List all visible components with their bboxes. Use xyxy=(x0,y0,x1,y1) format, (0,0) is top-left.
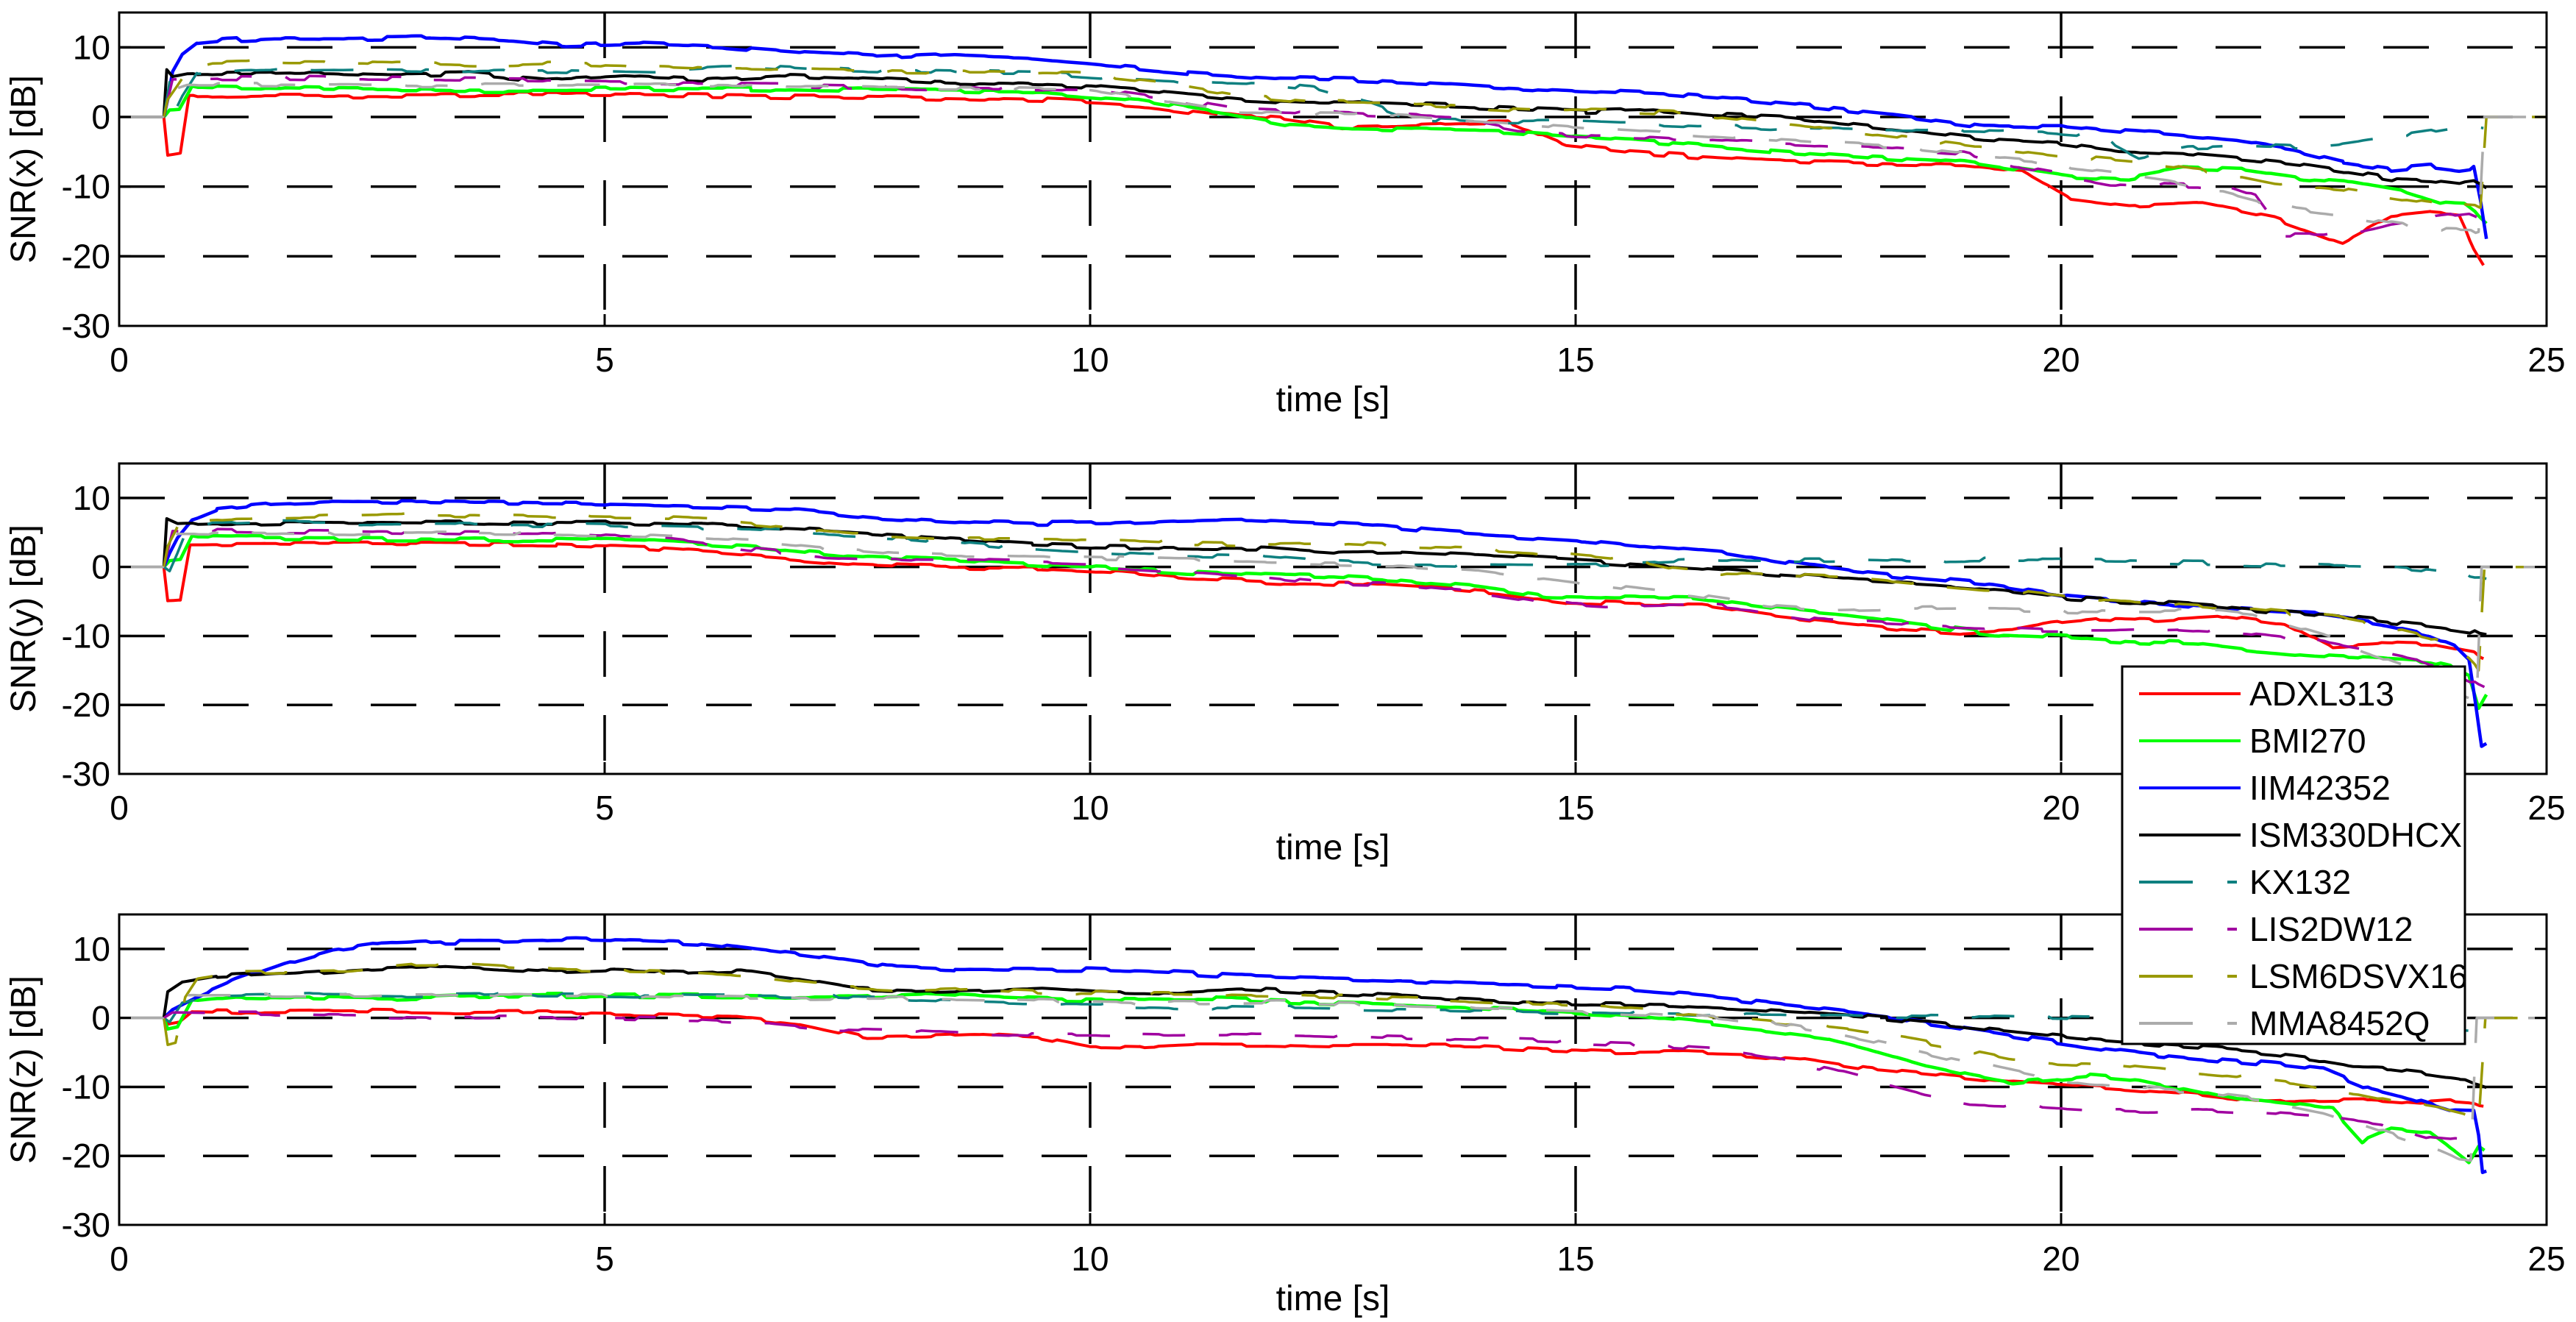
y-tick-label: 0 xyxy=(91,98,110,136)
series-IIM42352-line xyxy=(162,34,2488,240)
series-IIM42352-line xyxy=(163,936,2487,1174)
y-tick-label: -20 xyxy=(62,237,110,275)
legend-item-MMA8452Q[interactable]: MMA8452Q xyxy=(2139,1004,2430,1042)
y-tick-label: 10 xyxy=(73,479,110,517)
y-tick-label: 0 xyxy=(91,999,110,1037)
series-MMA8452Q-line xyxy=(121,530,2547,703)
legend-item-IIM42352[interactable]: IIM42352 xyxy=(2139,769,2391,807)
y-tick-label: -20 xyxy=(62,686,110,724)
y-axis-label: SNR(z) [dB] xyxy=(4,975,43,1164)
x-tick-label: 15 xyxy=(1556,789,1594,827)
x-tick-label: 20 xyxy=(2042,789,2079,827)
x-tick-label: 10 xyxy=(1071,789,1109,827)
series-group xyxy=(121,499,2547,748)
y-tick-label: -30 xyxy=(62,755,110,793)
legend-label: MMA8452Q xyxy=(2249,1004,2430,1042)
series-LIS2DW12-line xyxy=(163,1009,2484,1145)
legend-item-ISM330DHCX[interactable]: ISM330DHCX xyxy=(2139,816,2462,854)
x-tick-label: 5 xyxy=(595,341,614,379)
series-LSM6DSVX16-line xyxy=(162,962,2547,1124)
series-KX132-line xyxy=(163,519,2487,580)
series-MMA8452Q-line xyxy=(121,991,2547,1162)
legend: ADXL313 BMI270 IIM42352 ISM330DHCX KX132 LIS2… xyxy=(2121,665,2468,1045)
x-tick-label: 5 xyxy=(595,789,614,827)
y-axis-label: SNR(y) [dB] xyxy=(4,525,43,713)
x-tick-label: 25 xyxy=(2527,789,2565,827)
x-tick-label: 5 xyxy=(595,1240,614,1278)
series-BMI270-line xyxy=(163,533,2488,711)
series-KX132-line xyxy=(163,991,2484,1033)
legend-label: LIS2DW12 xyxy=(2249,910,2413,948)
axes-border xyxy=(118,913,2548,1226)
x-tick-label: 0 xyxy=(110,789,129,827)
legend-label: BMI270 xyxy=(2249,722,2366,760)
legend-item-ADXL313[interactable]: ADXL313 xyxy=(2139,675,2394,713)
x-tick-label: 10 xyxy=(1071,1240,1109,1278)
x-tick-label: 25 xyxy=(2527,1240,2565,1278)
legend-label: ADXL313 xyxy=(2249,675,2394,713)
subplot-snr-y: 0 5 10 15 20 25 10 0 -10 -20 -30 time [s] SNR(y) [dB… xyxy=(4,462,2566,867)
y-tick-label: -30 xyxy=(62,1206,110,1244)
legend-label: IIM42352 xyxy=(2249,769,2391,807)
axes-border xyxy=(118,11,2548,327)
series-ISM330DHCX-line xyxy=(162,964,2487,1090)
x-tick-label: 15 xyxy=(1556,341,1594,379)
y-tick-label: -10 xyxy=(62,616,110,655)
series-ADXL313-line xyxy=(162,540,2485,661)
series-BMI270-line xyxy=(162,84,2488,225)
y-tick-label: -30 xyxy=(62,307,110,345)
legend-item-KX132[interactable]: KX132 xyxy=(2139,863,2351,901)
series-LSM6DSVX16-line xyxy=(162,59,2547,209)
y-tick-label: 10 xyxy=(73,28,110,66)
x-tick-label: 0 xyxy=(110,341,129,379)
series-ADXL313-line xyxy=(163,1007,2484,1108)
y-tick-label: -10 xyxy=(62,1067,110,1106)
series-group xyxy=(121,936,2547,1174)
x-axis-label: time [s] xyxy=(1276,380,1390,419)
series-LSM6DSVX16-line xyxy=(162,512,2547,672)
legend-label: LSM6DSVX16 xyxy=(2249,957,2468,995)
x-tick-label: 0 xyxy=(110,1240,129,1278)
y-tick-label: 0 xyxy=(91,548,110,586)
x-tick-label: 20 xyxy=(2042,1240,2079,1278)
x-tick-label: 25 xyxy=(2527,341,2565,379)
x-axis-label: time [s] xyxy=(1276,1279,1390,1318)
y-tick-label: -10 xyxy=(62,168,110,206)
series-ISM330DHCX-line xyxy=(162,68,2488,190)
legend-box xyxy=(2121,665,2466,1045)
subplot-snr-x: 0 5 10 15 20 25 10 0 -10 -20 -30 time [s] SNR(x) [dB… xyxy=(4,11,2566,419)
y-tick-label: -20 xyxy=(62,1137,110,1175)
series-LIS2DW12-line xyxy=(162,527,2486,689)
legend-label: ISM330DHCX xyxy=(2249,816,2462,854)
y-tick-label: 10 xyxy=(73,930,110,968)
x-axis-label: time [s] xyxy=(1276,828,1390,867)
series-group xyxy=(121,34,2547,266)
legend-label: KX132 xyxy=(2249,863,2351,901)
series-MMA8452Q-line xyxy=(121,82,2547,235)
legend-item-BMI270[interactable]: BMI270 xyxy=(2139,722,2366,760)
series-KX132-line xyxy=(162,64,2484,160)
legend-item-LIS2DW12[interactable]: LIS2DW12 xyxy=(2139,910,2413,948)
x-tick-label: 10 xyxy=(1071,341,1109,379)
x-tick-label: 20 xyxy=(2042,341,2079,379)
y-axis-label: SNR(x) [dB] xyxy=(4,75,43,263)
x-tick-label: 15 xyxy=(1556,1240,1594,1278)
axes-border xyxy=(118,462,2548,775)
legend-item-LSM6DSVX16[interactable]: LSM6DSVX16 xyxy=(2139,957,2468,995)
